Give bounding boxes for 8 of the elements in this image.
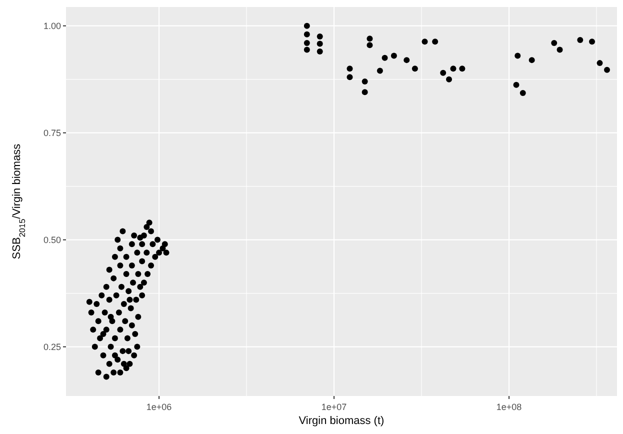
y-tick-label: 0.50	[43, 234, 61, 245]
x-axis-title: Virgin biomass (t)	[298, 415, 384, 427]
y-tick-label: 1.00	[43, 20, 61, 31]
x-tick-label: 1e+07	[321, 402, 347, 412]
y-tick-label: 0.25	[43, 342, 61, 352]
y-tick-label: 0.75	[43, 128, 61, 138]
x-tick-label: 1e+08	[496, 402, 522, 412]
x-tick-label: 1e+06	[146, 402, 172, 412]
